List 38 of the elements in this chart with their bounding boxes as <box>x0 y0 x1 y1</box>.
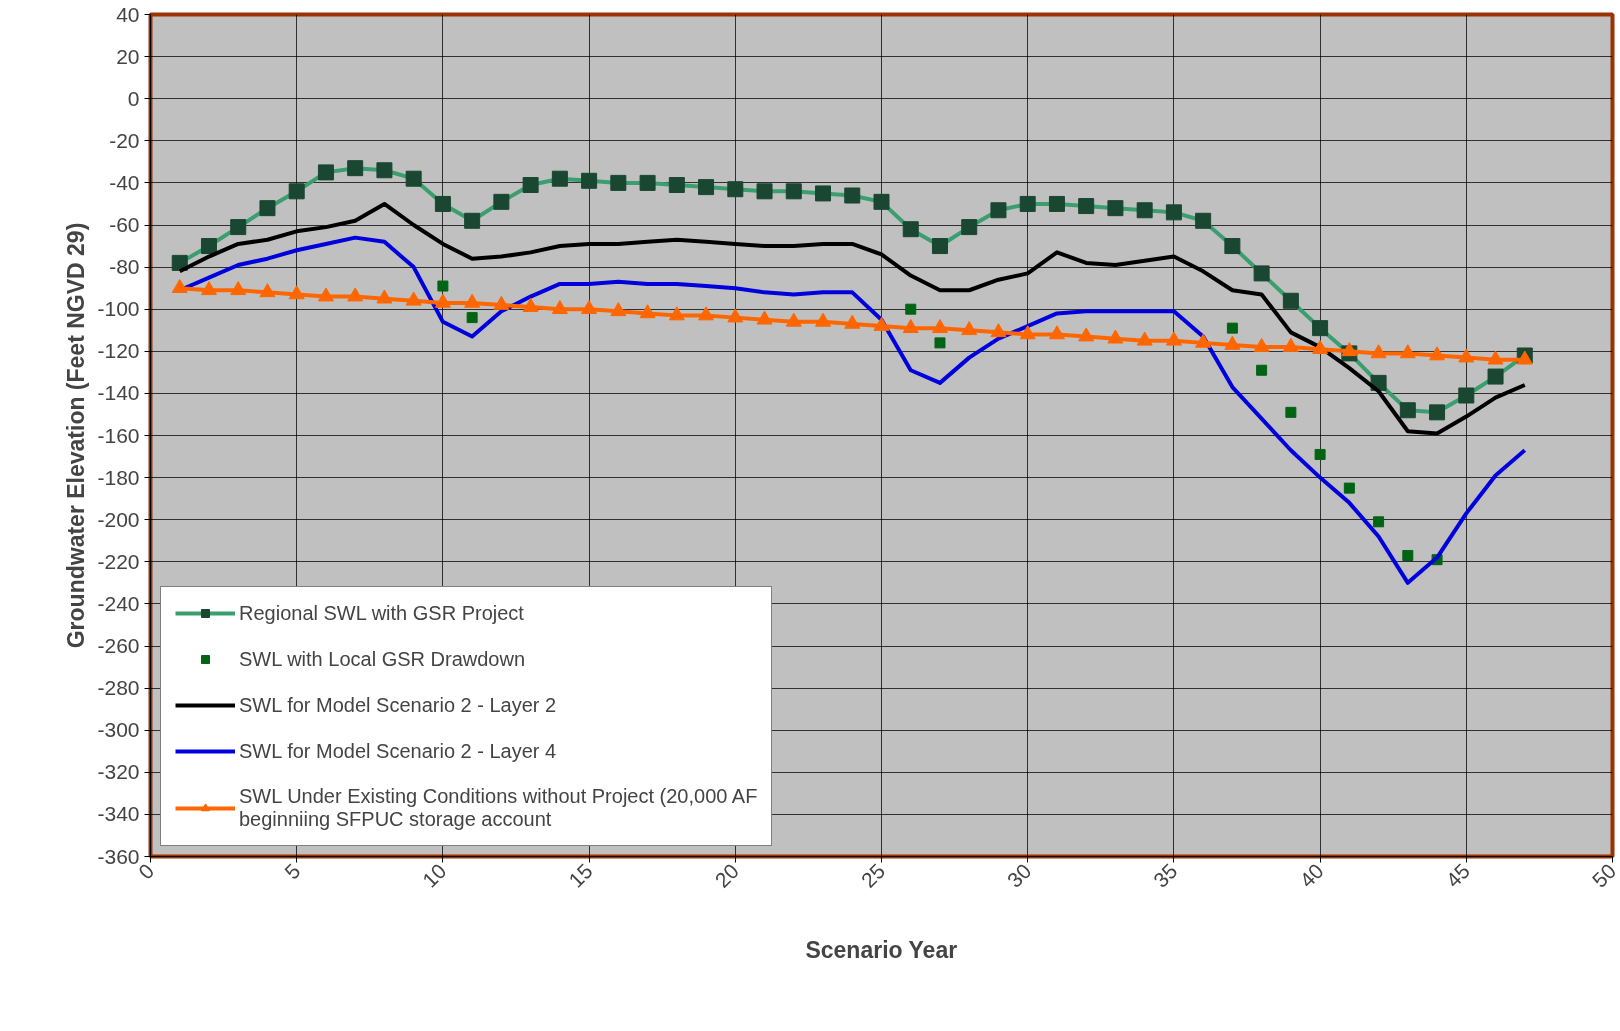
y-tick-label: -140 <box>97 381 140 405</box>
y-tick-label: -320 <box>97 760 140 784</box>
y-tick-label: -200 <box>97 507 140 531</box>
y-tick-label: 0 <box>127 86 140 110</box>
y-tick-label: -220 <box>97 549 140 573</box>
y-tick-label: 40 <box>116 2 140 26</box>
legend-label: SWL for Model Scenario 2 - Layer 2 <box>239 693 557 717</box>
y-tick-label: -100 <box>97 297 140 321</box>
y-tick-label: -300 <box>97 718 140 742</box>
x-tick-label: 35 <box>1148 859 1182 892</box>
y-tick-label: -360 <box>97 844 140 868</box>
y-tick-label: -260 <box>97 634 140 657</box>
y-tick-label: -160 <box>97 423 140 447</box>
x-tick-label: 50 <box>1587 859 1620 892</box>
y-tick-label: -180 <box>97 465 140 489</box>
x-tick-label: 20 <box>710 859 744 892</box>
x-tick-label: 15 <box>564 859 597 892</box>
x-tick-label: 25 <box>856 859 890 892</box>
x-tick-label: 45 <box>1441 859 1475 892</box>
y-tick-label: -20 <box>109 128 140 152</box>
y-tick-label: -80 <box>109 255 140 279</box>
x-tick-label: 10 <box>417 859 451 892</box>
legend-label: SWL for Model Scenario 2 - Layer 4 <box>239 739 557 763</box>
y-tick-label: -60 <box>109 213 140 236</box>
x-axis-title: Scenario Year <box>805 936 958 963</box>
y-axis-title: Groundwater Elevation (Feet NGVD 29) <box>63 222 90 649</box>
x-tick-label: 30 <box>1002 859 1036 892</box>
x-tick-label: 40 <box>1295 859 1328 892</box>
legend-label: SWL Under Existing Conditions without Project (20,000 AF beginniing SFPUC storage account <box>239 785 758 831</box>
y-tick-label: -240 <box>97 591 140 615</box>
y-tick-label: 20 <box>116 44 140 68</box>
y-tick-label: -340 <box>97 802 140 826</box>
y-tick-label: -40 <box>109 170 140 194</box>
y-tick-label: -120 <box>97 339 140 363</box>
legend-label: Regional SWL with GSR Project <box>239 601 524 625</box>
legend-label: SWL with Local GSR Drawdown <box>239 647 526 671</box>
y-tick-label: -280 <box>97 676 140 700</box>
x-tick-label: 5 <box>279 859 305 884</box>
